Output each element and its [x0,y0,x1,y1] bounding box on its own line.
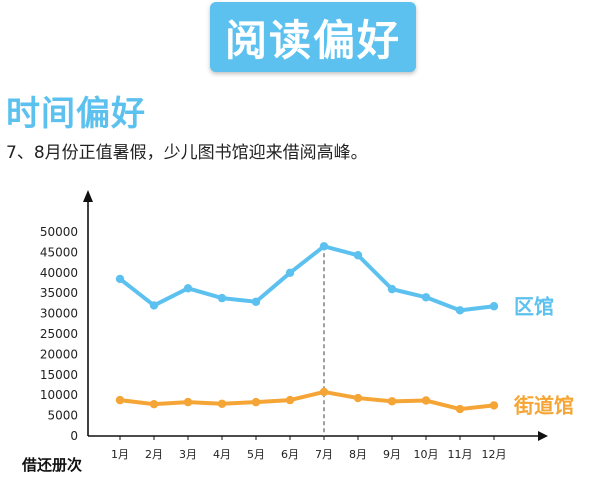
x-axis-arrow [538,431,548,441]
series-label-1: 街道馆 [513,393,574,417]
y-axis-label: 借还册次 [21,456,82,474]
y-tick-label: 50000 [40,225,78,239]
x-tick-label: 6月 [281,448,299,461]
y-tick-label: 45000 [40,245,78,259]
y-tick-label: 5000 [47,409,78,423]
y-tick-label: 20000 [40,347,78,361]
data-point [217,399,227,408]
data-point [353,251,363,260]
y-axis-arrow [83,190,93,202]
data-point [421,293,431,302]
y-tick-label: 15000 [40,368,78,382]
data-point [455,404,465,414]
x-tick-label: 3月 [179,448,197,461]
data-point [319,242,329,251]
data-point [251,397,261,407]
series-layer [115,242,499,414]
section-title: 时间偏好 [6,94,146,134]
title-banner: 阅读偏好 [210,2,416,72]
x-tick-label: 9月 [383,448,401,461]
data-point [183,397,193,407]
data-point [319,387,329,397]
data-point [489,302,499,311]
y-tick-label: 35000 [40,286,78,300]
data-point [285,395,295,405]
data-point [149,301,159,310]
y-tick-label: 10000 [40,388,78,402]
x-tick-label: 1月 [111,448,129,461]
banner-title: 阅读偏好 [224,15,401,65]
x-tick-label: 8月 [349,448,367,461]
y-tick-label: 25000 [40,327,78,341]
data-point [353,393,363,403]
data-point [285,268,295,277]
x-tick-label: 4月 [213,448,231,461]
line-chart: 0 5000 10000 15000 20000 25000 30000 35000 40000… [21,190,574,474]
data-point [251,297,261,306]
x-tick-label: 10月 [414,448,439,461]
section-description: 7、8月份正值暑假，少儿图书馆迎来借阅高峰。 [6,143,368,163]
series-label-0: 区馆 [514,294,554,318]
data-point [149,399,159,409]
series-line-0 [118,244,496,313]
data-point [183,284,193,293]
data-point [421,396,431,405]
data-point [489,401,499,410]
x-tick-labels: 1月 2月 3月 4月 5月 6月 7月 8月 9月 10月 11月 12月 [111,436,507,461]
y-tick-label: 40000 [40,266,78,280]
data-point [217,293,227,303]
x-tick-label: 2月 [145,448,163,461]
data-point [115,395,125,405]
data-point [387,284,397,294]
x-tick-label: 12月 [482,448,507,461]
x-tick-label: 11月 [448,448,473,461]
y-tick-labels: 0 5000 10000 15000 20000 25000 30000 35000 40000… [40,225,78,443]
chart-axes [83,190,548,441]
data-point [387,397,397,406]
y-tick-label: 0 [70,429,78,443]
data-point [455,306,465,315]
y-tick-label: 30000 [40,307,78,321]
series-line-1 [118,389,496,412]
x-tick-label: 7月 [315,448,333,461]
x-tick-label: 5月 [247,448,265,461]
data-point [115,274,125,284]
